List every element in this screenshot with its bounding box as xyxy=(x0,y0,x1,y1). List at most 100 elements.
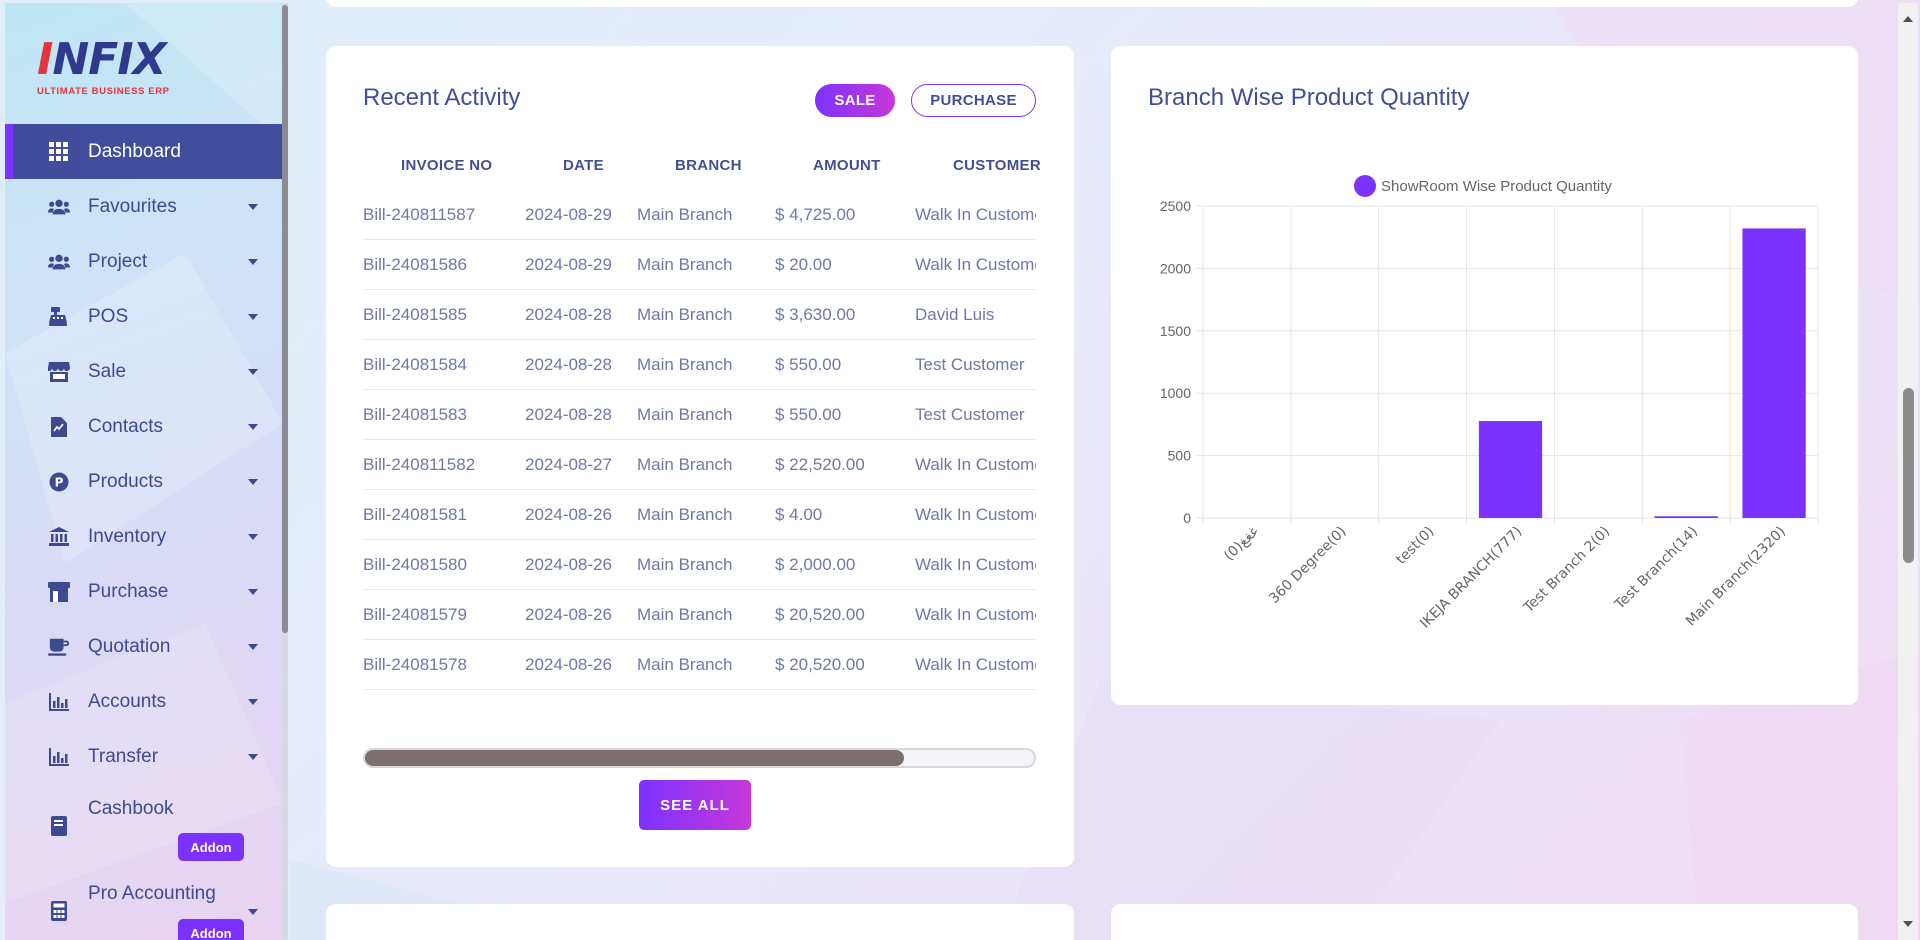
page-scrollbar[interactable] xyxy=(1898,3,1918,940)
table-row[interactable]: Bill-24081581 2024-08-26 Main Branch $ 4.00… xyxy=(363,490,1036,540)
page-scrollbar-thumb[interactable] xyxy=(1903,388,1914,563)
x-tick-label: Main Branch(2320) xyxy=(1683,524,1789,630)
users-icon xyxy=(48,251,70,273)
caret-down-icon[interactable] xyxy=(248,643,258,650)
purchase-tab-button[interactable]: PURCHASE xyxy=(911,84,1036,117)
invoice-cell[interactable]: Bill-24081586 xyxy=(363,255,467,274)
caret-down-icon[interactable] xyxy=(248,368,258,375)
sidebar-item-label: Favourites xyxy=(88,195,177,217)
sidebar-item-inventory[interactable]: Inventory xyxy=(5,509,283,564)
invoice-cell[interactable]: Bill-240811582 xyxy=(363,455,476,474)
caret-down-icon[interactable] xyxy=(248,698,258,705)
caret-down-icon[interactable] xyxy=(248,478,258,485)
invoice-cell[interactable]: Bill-24081579 xyxy=(363,605,467,624)
sidebar-scrollbar-thumb[interactable] xyxy=(282,5,288,633)
sidebar-item-label: Dashboard xyxy=(88,140,181,162)
sidebar: INFIX ULTIMATE BUSINESS ERP Dashboard Fav… xyxy=(5,3,283,940)
invoice-cell[interactable]: Bill-24081578 xyxy=(363,655,467,674)
sidebar-item-sale[interactable]: Sale xyxy=(5,344,283,399)
table-row[interactable]: Bill-24081583 2024-08-28 Main Branch $ 550.… xyxy=(363,390,1036,440)
table-row[interactable]: Bill-24081580 2024-08-26 Main Branch $ 2,00… xyxy=(363,540,1036,590)
table-row[interactable]: Bill-240811587 2024-08-29 Main Branch $ 4,7… xyxy=(363,190,1036,240)
column-header-date[interactable]: DATE xyxy=(563,157,604,174)
invoice-cell[interactable]: Bill-24081584 xyxy=(363,355,467,374)
sidebar-item-label: Inventory xyxy=(88,525,167,547)
sidebar-item-quotation[interactable]: Quotation xyxy=(5,619,283,674)
y-tick-label: 0 xyxy=(1183,510,1191,526)
caret-down-icon[interactable] xyxy=(248,753,258,760)
sidebar-item-pos[interactable]: POS xyxy=(5,289,283,344)
invoice-cell[interactable]: Bill-24081583 xyxy=(363,405,467,424)
caret-down-icon[interactable] xyxy=(248,588,258,595)
invoice-cell[interactable]: Bill-24081580 xyxy=(363,555,467,574)
sidebar-item-label: Project xyxy=(88,250,148,272)
sidebar-item-pro-accounting[interactable]: Pro Accounting Addon xyxy=(5,869,283,940)
sidebar-item-contacts[interactable]: Contacts xyxy=(5,399,283,454)
branch-cell: Main Branch xyxy=(637,655,733,674)
table-horizontal-scrollbar[interactable] xyxy=(363,748,1036,768)
bar-3 xyxy=(1478,421,1543,518)
customer-cell: Walk In Customer xyxy=(915,455,1036,474)
x-tick-label: test(0) xyxy=(1393,524,1437,568)
amount-cell: $ 20,520.00 xyxy=(775,605,865,624)
branch-chart-title: Branch Wise Product Quantity xyxy=(1148,84,1470,111)
brand-logo[interactable]: INFIX ULTIMATE BUSINESS ERP xyxy=(37,35,187,100)
sidebar-item-project[interactable]: Project xyxy=(5,234,283,289)
sidebar-item-dashboard[interactable]: Dashboard xyxy=(5,124,283,179)
y-tick-label: 2000 xyxy=(1160,260,1191,276)
recent-activity-card xyxy=(326,46,1074,867)
sidebar-item-transfer[interactable]: Transfer xyxy=(5,729,283,784)
amount-cell: $ 20,520.00 xyxy=(775,655,865,674)
amount-cell: $ 22,520.00 xyxy=(775,455,865,474)
caret-down-icon[interactable] xyxy=(248,313,258,320)
scroll-down-icon[interactable] xyxy=(1903,921,1913,927)
column-header-invoice[interactable]: INVOICE NO xyxy=(401,157,493,174)
invoice-cell[interactable]: Bill-240811587 xyxy=(363,205,476,224)
sidebar-item-purchase[interactable]: Purchase xyxy=(5,564,283,619)
branch-cell: Main Branch xyxy=(637,605,733,624)
caret-down-icon[interactable] xyxy=(248,423,258,430)
branch-cell: Main Branch xyxy=(637,305,733,324)
store-icon xyxy=(48,361,70,383)
sidebar-item-accounts[interactable]: Accounts xyxy=(5,674,283,729)
sidebar-scrollbar[interactable] xyxy=(282,3,288,940)
date-cell: 2024-08-29 xyxy=(525,205,612,224)
y-tick-label: 1500 xyxy=(1160,323,1191,339)
column-header-customer[interactable]: CUSTOMER xyxy=(953,157,1041,174)
x-tick-label: IKEJA BRANCH(777) xyxy=(1417,524,1525,632)
see-all-button[interactable]: SEE ALL xyxy=(639,780,751,830)
sidebar-item-label: Pro Accounting xyxy=(88,883,216,904)
sidebar-item-label: Products xyxy=(88,470,163,492)
sidebar-item-products[interactable]: P Products xyxy=(5,454,283,509)
caret-down-icon[interactable] xyxy=(248,203,258,210)
table-row[interactable]: Bill-24081579 2024-08-26 Main Branch $ 20,5… xyxy=(363,590,1036,640)
table-row[interactable]: Bill-24081586 2024-08-29 Main Branch $ 20.0… xyxy=(363,240,1036,290)
product-p-icon: P xyxy=(48,471,70,493)
sidebar-item-cashbook[interactable]: Cashbook Addon xyxy=(5,784,283,869)
caret-down-icon[interactable] xyxy=(248,909,258,915)
customer-cell: Walk In Customer xyxy=(915,655,1036,674)
sidebar-item-favourites[interactable]: Favourites xyxy=(5,179,283,234)
column-header-branch[interactable]: BRANCH xyxy=(675,157,742,174)
table-row[interactable]: Bill-24081585 2024-08-28 Main Branch $ 3,63… xyxy=(363,290,1036,340)
branch-chart-card xyxy=(1111,46,1858,705)
column-header-amount[interactable]: AMOUNT xyxy=(813,157,881,174)
sale-tab-button[interactable]: SALE xyxy=(815,84,895,117)
caret-down-icon[interactable] xyxy=(248,533,258,540)
sidebar-decoration xyxy=(5,3,283,903)
amount-cell: $ 4,725.00 xyxy=(775,205,856,224)
table-scrollbar-thumb[interactable] xyxy=(365,750,904,766)
recent-activity-table: Bill-240811587 2024-08-29 Main Branch $ 4,7… xyxy=(363,190,1036,692)
sidebar-item-label: Contacts xyxy=(88,415,163,437)
table-row[interactable]: Bill-240811582 2024-08-27 Main Branch $ 22,… xyxy=(363,440,1036,490)
table-row[interactable]: Bill-24081584 2024-08-28 Main Branch $ 550.… xyxy=(363,340,1036,390)
calculator-icon xyxy=(48,900,70,922)
y-tick-label: 1000 xyxy=(1160,385,1191,401)
caret-down-icon[interactable] xyxy=(248,258,258,265)
invoice-cell[interactable]: Bill-24081585 xyxy=(363,305,467,324)
invoice-cell[interactable]: Bill-24081581 xyxy=(363,505,467,524)
scroll-up-icon[interactable] xyxy=(1903,16,1913,22)
table-row[interactable]: Bill-24081578 2024-08-26 Main Branch $ 20,5… xyxy=(363,640,1036,690)
sidebar-item-label: POS xyxy=(88,305,129,327)
bank-icon xyxy=(48,526,70,548)
